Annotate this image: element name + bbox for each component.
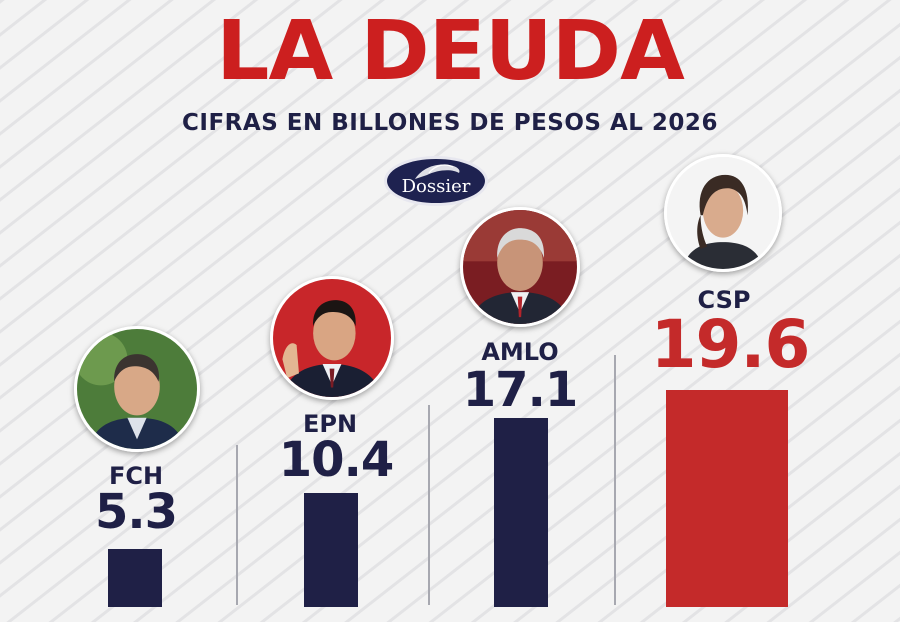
category-label-csp: CSP	[697, 286, 751, 314]
category-label-epn: EPN	[302, 410, 358, 438]
column-divider	[428, 405, 430, 605]
value-label-epn: 10.4	[278, 432, 394, 488]
page-subtitle: CIFRAS EN BILLONES DE PESOS AL 2026	[182, 110, 718, 136]
bar-csp	[666, 390, 788, 607]
column-divider	[236, 445, 238, 605]
avatar-fch	[74, 326, 200, 452]
bar-amlo	[494, 418, 548, 607]
logo-text: Dossier	[401, 176, 471, 197]
quill-icon	[415, 164, 460, 179]
page-title: LA DEUDA	[216, 4, 685, 99]
value-label-csp: 19.6	[650, 306, 811, 383]
value-label-fch: 5.3	[94, 484, 178, 540]
value-label-amlo: 17.1	[462, 362, 578, 418]
bar-epn	[304, 492, 358, 607]
category-label-amlo: AMLO	[481, 338, 559, 366]
category-label-fch: FCH	[108, 462, 164, 490]
dossier-logo: Dossier	[384, 156, 488, 206]
avatar-amlo	[460, 207, 580, 327]
bar-fch	[108, 549, 162, 607]
avatar-epn	[270, 276, 394, 400]
avatar-csp	[664, 154, 782, 272]
column-divider	[614, 355, 616, 605]
